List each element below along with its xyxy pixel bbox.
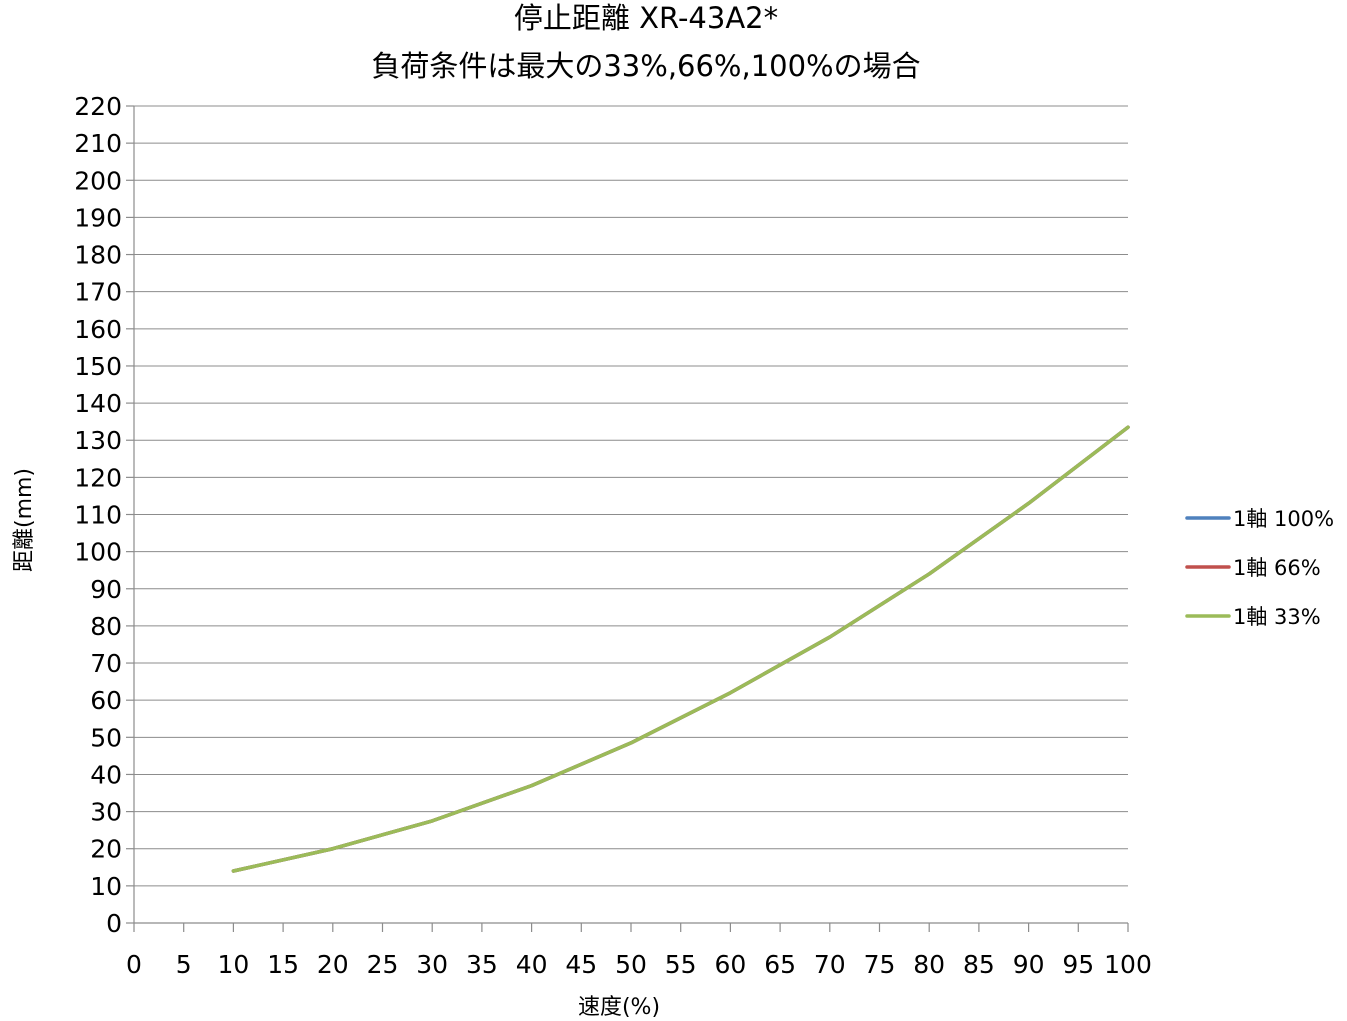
- legend-label-1: 1軸 100%: [1233, 507, 1334, 531]
- x-tick-label-50: 50: [615, 950, 647, 979]
- x-axis-label: 速度(%): [578, 995, 660, 1020]
- x-tick-label-65: 65: [764, 950, 796, 979]
- x-tick-label-25: 25: [367, 950, 399, 979]
- x-tick-label-15: 15: [267, 950, 299, 979]
- series-line-3: [231, 425, 1130, 873]
- grid-layer: [134, 105, 1128, 887]
- y-tick-label-160: 160: [74, 315, 122, 344]
- x-tick-label-55: 55: [665, 950, 697, 979]
- x-tick-label-45: 45: [565, 950, 597, 979]
- x-tick-label-95: 95: [1062, 950, 1094, 979]
- x-tick-label-30: 30: [416, 950, 448, 979]
- y-axis-label: 距離(mm): [12, 468, 37, 572]
- x-tick-label-100: 100: [1104, 950, 1152, 979]
- y-tick-label-30: 30: [90, 798, 122, 827]
- x-tick-label-90: 90: [1013, 950, 1045, 979]
- y-tick-label-130: 130: [74, 426, 122, 455]
- x-tick-label-85: 85: [963, 950, 995, 979]
- y-tick-label-10: 10: [90, 872, 122, 901]
- legend-label-2: 1軸 66%: [1233, 556, 1321, 580]
- x-tick-label-5: 5: [176, 950, 192, 979]
- axes-layer: [126, 105, 1129, 932]
- x-tick-label-0: 0: [126, 950, 142, 979]
- legend-label-3: 1軸 33%: [1233, 605, 1321, 629]
- y-tick-label-50: 50: [90, 723, 122, 752]
- y-tick-label-210: 210: [74, 129, 122, 158]
- x-tick-label-80: 80: [913, 950, 945, 979]
- y-tick-label-190: 190: [74, 203, 122, 232]
- y-tick-label-150: 150: [74, 352, 122, 381]
- tick-labels: 0102030405060708090100110120130140150160…: [74, 92, 1152, 979]
- y-tick-label-140: 140: [74, 389, 122, 418]
- series-layer: [231, 425, 1130, 873]
- y-tick-label-170: 170: [74, 278, 122, 307]
- x-tick-label-75: 75: [864, 950, 896, 979]
- y-tick-label-200: 200: [74, 166, 122, 195]
- series-line-2: [231, 425, 1130, 873]
- chart-title: 停止距離 XR-43A2*: [514, 1, 778, 35]
- y-tick-label-60: 60: [90, 686, 122, 715]
- y-tick-label-70: 70: [90, 649, 122, 678]
- y-tick-label-80: 80: [90, 612, 122, 641]
- x-tick-label-70: 70: [814, 950, 846, 979]
- y-tick-label-220: 220: [74, 92, 122, 121]
- y-tick-label-100: 100: [74, 538, 122, 567]
- legend: 1軸 100% 1軸 66% 1軸 33%: [1185, 507, 1334, 629]
- x-tick-label-10: 10: [217, 950, 249, 979]
- y-tick-label-110: 110: [74, 501, 122, 530]
- y-tick-label-20: 20: [90, 835, 122, 864]
- y-tick-label-180: 180: [74, 241, 122, 270]
- y-tick-label-120: 120: [74, 463, 122, 492]
- x-tick-label-35: 35: [466, 950, 498, 979]
- chart-subtitle: 負荷条件は最大の33%,66%,100%の場合: [371, 49, 920, 83]
- x-tick-label-20: 20: [317, 950, 349, 979]
- x-tick-label-60: 60: [714, 950, 746, 979]
- y-tick-label-0: 0: [106, 909, 122, 938]
- y-tick-label-40: 40: [90, 760, 122, 789]
- x-tick-label-40: 40: [516, 950, 548, 979]
- series-line-1: [231, 425, 1130, 873]
- y-tick-label-90: 90: [90, 575, 122, 604]
